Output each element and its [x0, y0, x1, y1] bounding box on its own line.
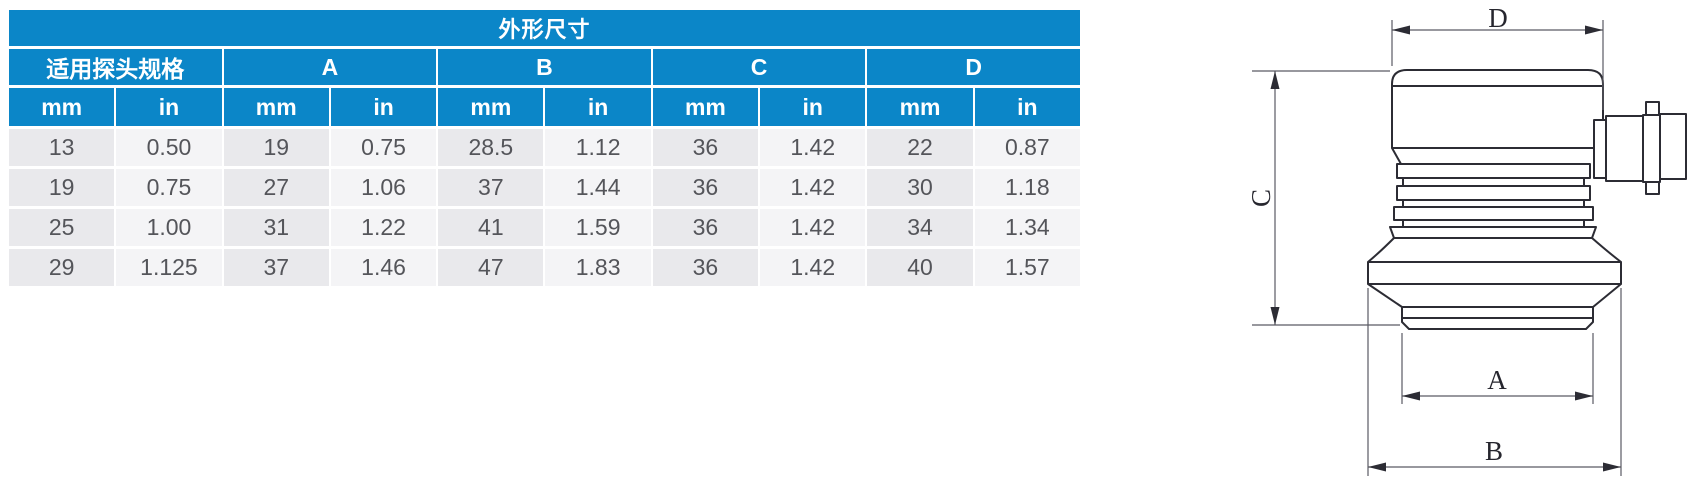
data-cell: 28.5	[438, 129, 544, 166]
data-cell: 36	[652, 209, 759, 246]
unit-header: in	[330, 88, 437, 126]
data-cell: 1.57	[974, 249, 1080, 286]
group-header-c: C	[652, 49, 866, 85]
data-cell: 27	[223, 169, 329, 206]
table-row: 29 1.125 37 1.46 47 1.83 36 1.42 40 1.57	[9, 249, 1080, 286]
data-cell: 19	[223, 129, 329, 166]
data-cell: 36	[652, 169, 759, 206]
data-cell: 1.00	[116, 209, 222, 246]
data-cell: 19	[9, 169, 115, 206]
dim-label-a: A	[1487, 365, 1507, 395]
dim-label-b: B	[1485, 436, 1503, 466]
connector-outline	[1593, 101, 1687, 195]
data-cell: 37	[438, 169, 544, 206]
data-cell: 36	[652, 249, 759, 286]
dimension-lines	[1252, 20, 1622, 476]
dim-label-d: D	[1488, 3, 1508, 33]
data-cell: 1.125	[116, 249, 222, 286]
group-header-probe-spec: 适用探头规格	[9, 49, 222, 85]
data-cell: 22	[867, 129, 973, 166]
data-cell: 1.44	[545, 169, 651, 206]
table-row: 25 1.00 31 1.22 41 1.59 36 1.42 34 1.34	[9, 209, 1080, 246]
unit-header: mm	[9, 88, 115, 126]
data-cell: 1.42	[760, 249, 866, 286]
dimension-arrowheads	[1270, 25, 1621, 472]
data-cell: 1.12	[545, 129, 651, 166]
data-cell: 1.83	[545, 249, 651, 286]
data-cell: 0.75	[116, 169, 222, 206]
unit-header: mm	[652, 88, 759, 126]
data-cell: 1.22	[330, 209, 437, 246]
unit-header: mm	[438, 88, 544, 126]
group-header-a: A	[223, 49, 437, 85]
table-row: 19 0.75 27 1.06 37 1.44 36 1.42 30 1.18	[9, 169, 1080, 206]
unit-header: in	[760, 88, 866, 126]
group-header-b: B	[438, 49, 651, 85]
unit-header: in	[545, 88, 651, 126]
table-title-row: 外形尺寸	[9, 10, 1080, 46]
data-cell: 31	[223, 209, 329, 246]
probe-outline-diagram: D C A B	[1246, 3, 1687, 476]
data-cell: 1.34	[974, 209, 1080, 246]
dimensions-table: 外形尺寸 适用探头规格 A B C D mm in mm in mm in mm…	[7, 7, 1082, 289]
unit-header: in	[974, 88, 1080, 126]
data-cell: 1.59	[545, 209, 651, 246]
data-cell: 47	[438, 249, 544, 286]
data-cell: 1.42	[760, 169, 866, 206]
data-cell: 34	[867, 209, 973, 246]
data-cell: 13	[9, 129, 115, 166]
data-cell: 1.06	[330, 169, 437, 206]
data-cell: 1.46	[330, 249, 437, 286]
data-cell: 0.75	[330, 129, 437, 166]
data-cell: 37	[223, 249, 329, 286]
data-cell: 0.50	[116, 129, 222, 166]
unit-header: in	[116, 88, 222, 126]
data-cell: 1.18	[974, 169, 1080, 206]
table-unit-row: mm in mm in mm in mm in mm in	[9, 88, 1080, 126]
unit-header: mm	[223, 88, 329, 126]
data-cell: 30	[867, 169, 973, 206]
table-row: 13 0.50 19 0.75 28.5 1.12 36 1.42 22 0.8…	[9, 129, 1080, 166]
unit-header: mm	[867, 88, 973, 126]
group-header-d: D	[867, 49, 1080, 85]
data-cell: 1.42	[760, 129, 866, 166]
data-cell: 40	[867, 249, 973, 286]
data-cell: 41	[438, 209, 544, 246]
data-cell: 29	[9, 249, 115, 286]
data-cell: 25	[9, 209, 115, 246]
data-cell: 36	[652, 129, 759, 166]
dim-label-c: C	[1246, 189, 1276, 207]
data-cell: 0.87	[974, 129, 1080, 166]
data-cell: 1.42	[760, 209, 866, 246]
probe-body-outline	[1367, 69, 1622, 330]
table-group-row: 适用探头规格 A B C D	[9, 49, 1080, 85]
table-title: 外形尺寸	[9, 10, 1080, 46]
